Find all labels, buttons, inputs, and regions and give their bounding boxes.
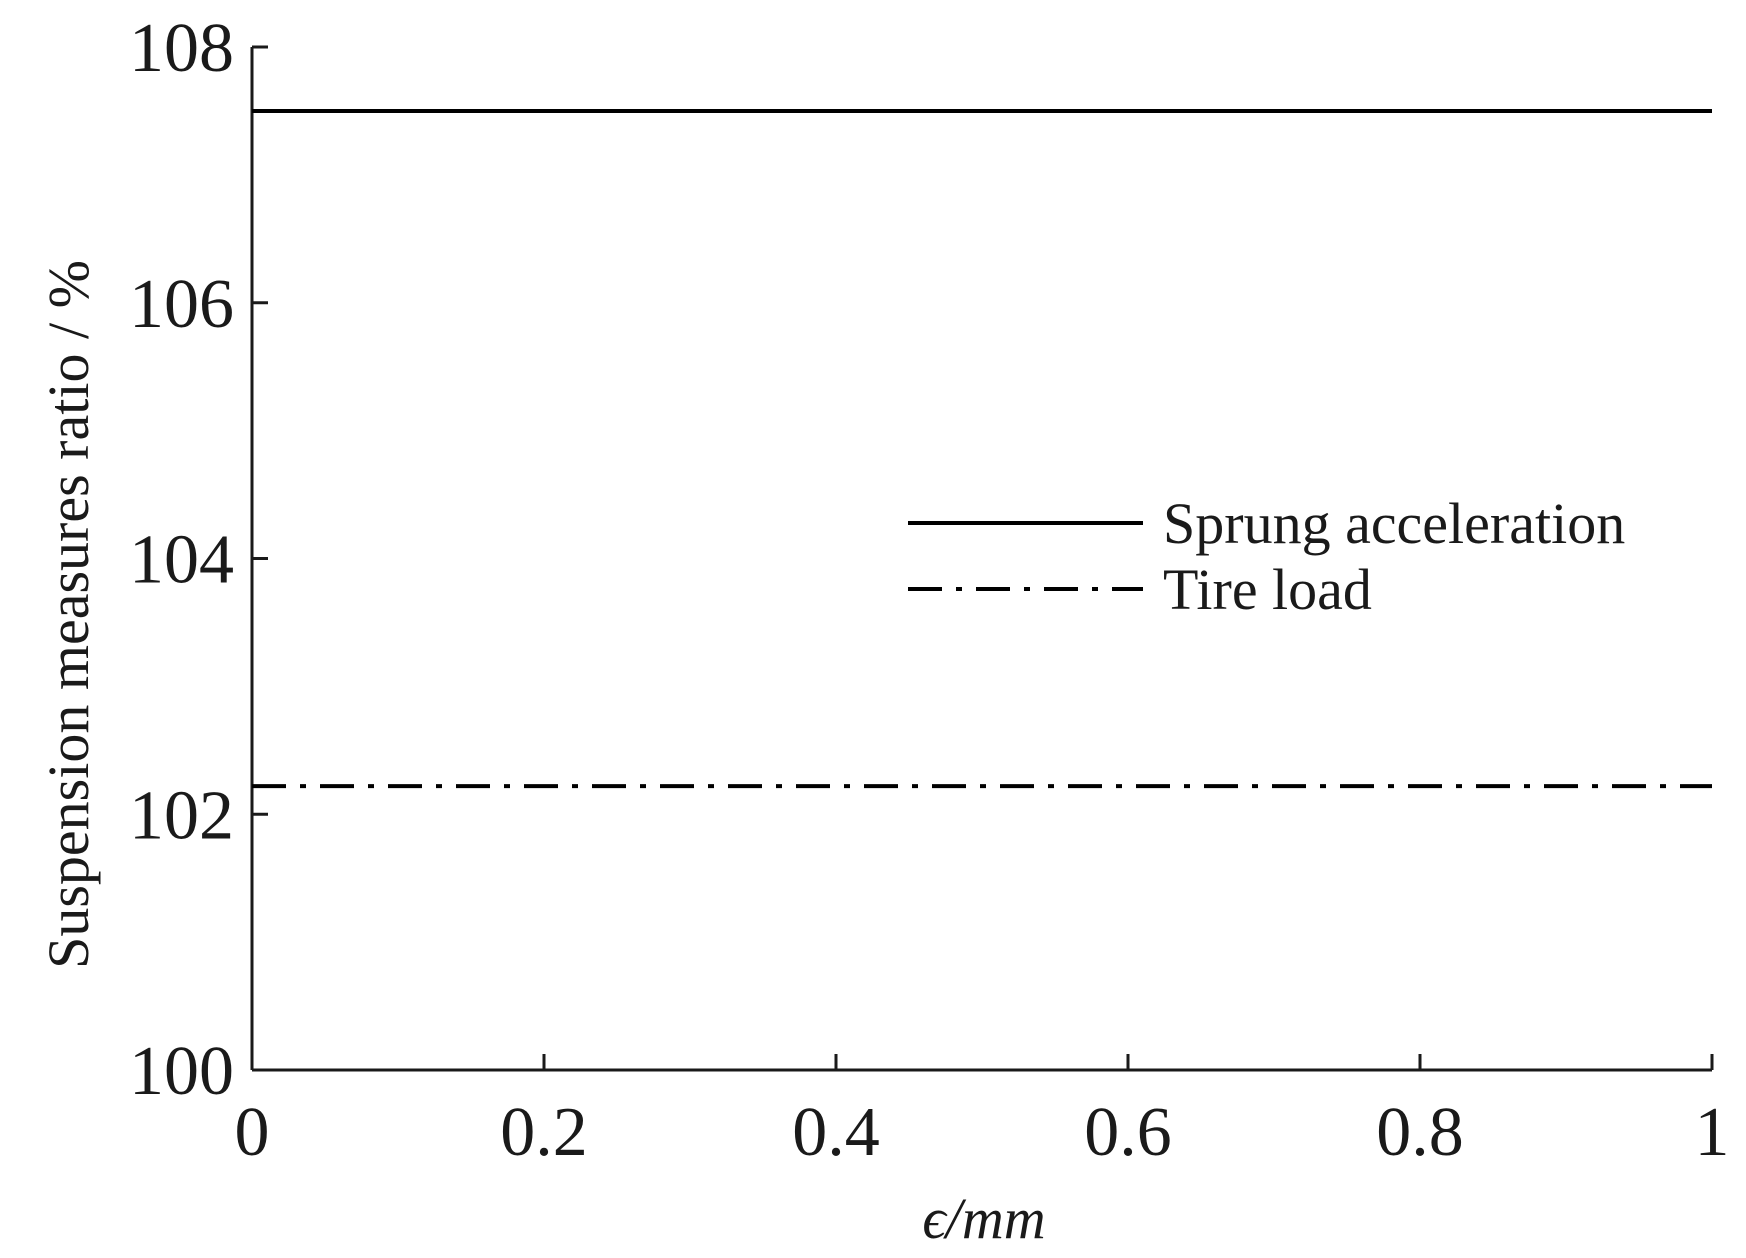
x-tick-label: 1 [1695, 1094, 1730, 1171]
tick-labels: 0 0.2 0.4 0.6 0.8 1 100 102 104 106 108 [129, 10, 1730, 1171]
y-tick-label: 102 [129, 777, 234, 854]
legend-label-2: Tire load [1163, 557, 1372, 622]
x-tick-label: 0.6 [1084, 1094, 1172, 1171]
x-tick-label: 0 [235, 1094, 270, 1171]
x-tick-label: 0.4 [792, 1094, 880, 1171]
y-tick-label: 100 [129, 1033, 234, 1110]
legend-label-1: Sprung acceleration [1163, 491, 1625, 556]
y-tick-label: 106 [129, 266, 234, 343]
series-lines [252, 108, 1712, 789]
x-tick-label: 0.2 [500, 1094, 588, 1171]
y-tick-label: 104 [129, 522, 234, 599]
x-tick-label: 0.8 [1376, 1094, 1464, 1171]
y-axis-title: Suspension measures ratio / % [36, 260, 101, 969]
ticks [250, 45, 1714, 1072]
x-axis-title: ϵ/mm [922, 1186, 1045, 1251]
axes [250, 47, 1712, 1072]
y-tick-label: 108 [129, 10, 234, 87]
